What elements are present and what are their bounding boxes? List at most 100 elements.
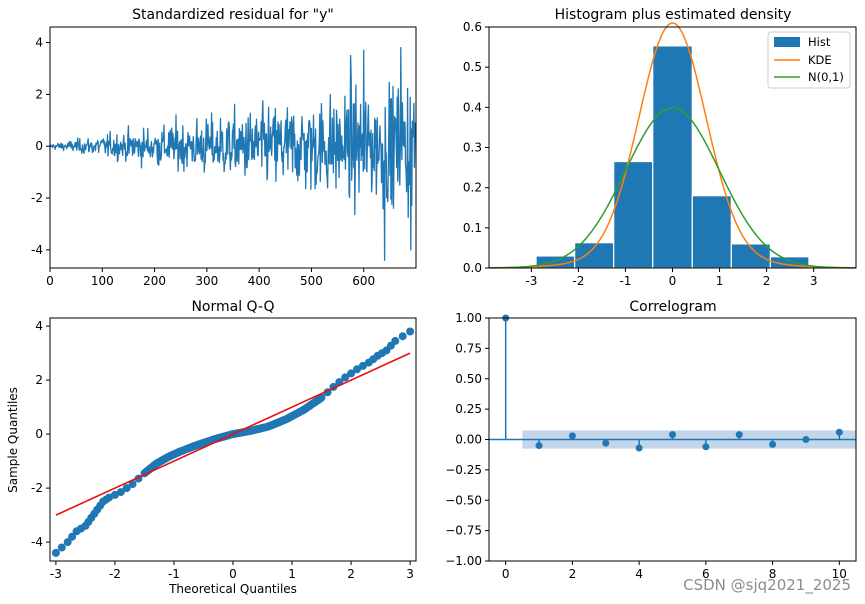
qq-panel: Normal Q-Q -3 -2 -1 0 1 2 3 -4 -2 0 2 4 Theoretica… [6, 299, 417, 596]
acf-marker [535, 442, 543, 450]
histogram-x-tick-label: 0 [669, 274, 677, 288]
residual-y-tick-label: -2 [31, 191, 43, 205]
histogram-legend: Hist KDE N(0,1) [767, 31, 851, 89]
correlogram-y-tick-label: −0.75 [445, 524, 482, 538]
qq-y-tick-label: -2 [31, 481, 43, 495]
qq-x-tick-label: -2 [109, 567, 121, 581]
histogram-bar [613, 160, 654, 269]
qq-frame [49, 317, 417, 562]
correlogram-plot-area [489, 314, 856, 452]
histogram-y-tick-label: 0.5 [463, 60, 482, 74]
qq-x-tick-label: -1 [168, 567, 180, 581]
correlogram-x-tick-label: 8 [769, 567, 777, 581]
qq-y-ticks: -4 -2 0 2 4 [31, 319, 50, 549]
correlogram-y-ticks: 1.00 0.75 0.50 0.25 0.00 −0.25 −0.50 −0.75 −1.00 [445, 311, 489, 568]
residual-x-tick-label: 500 [300, 274, 323, 288]
histogram-y-tick-label: 0.3 [463, 141, 482, 155]
residual-x-tick-label: 400 [248, 274, 271, 288]
qq-point [122, 484, 131, 493]
qq-xlabel: Theoretical Quantiles [168, 582, 297, 596]
qq-point [358, 361, 367, 370]
normal-curve [489, 107, 856, 269]
qq-x-tick-label: -3 [50, 567, 62, 581]
correlogram-x-tick-label: 2 [569, 567, 577, 581]
residual-panel: Standardized residual for "y" 0 100 200 300… [31, 7, 417, 288]
legend-hist-swatch [774, 37, 800, 47]
residual-frame [49, 26, 417, 269]
residual-x-tick-label: 200 [143, 274, 166, 288]
correlogram-title: Correlogram [629, 299, 716, 315]
acf-marker [669, 431, 676, 439]
qq-point [341, 373, 350, 382]
residual-y-tick-label: 4 [35, 36, 43, 50]
histogram-bar [652, 45, 693, 269]
qq-point [51, 548, 60, 557]
histogram-x-ticks: -3 -2 -1 0 1 2 3 [525, 268, 817, 288]
legend-normal-label: N(0,1) [808, 70, 844, 84]
acf-marker [568, 432, 576, 440]
histogram-x-tick-label: -1 [619, 274, 631, 288]
qq-point [57, 543, 66, 552]
correlogram-y-tick-label: −0.25 [445, 463, 482, 477]
qq-plot-area [51, 327, 415, 557]
correlogram-x-tick-label: 6 [702, 567, 710, 581]
residual-x-tick-label: 0 [46, 274, 54, 288]
qq-y-tick-label: 4 [35, 319, 43, 333]
correlogram-x-ticks: 0 2 4 6 8 10 [502, 561, 847, 581]
histogram-bar [691, 195, 732, 269]
qq-x-tick-label: 0 [229, 567, 237, 581]
legend-kde-label: KDE [808, 53, 832, 67]
qq-x-tick-label: 1 [288, 567, 296, 581]
qq-x-tick-label: 3 [406, 567, 414, 581]
histogram-x-tick-label: -2 [572, 274, 584, 288]
qq-reference-line [55, 352, 411, 516]
qq-point [128, 480, 137, 489]
qq-ylabel: Sample Quantiles [6, 387, 20, 493]
watermark: CSDN @sjq2021_2025 [683, 576, 851, 594]
qq-point [398, 332, 407, 341]
qq-x-ticks: -3 -2 -1 0 1 2 3 [50, 561, 414, 581]
residual-plot-area [49, 47, 417, 261]
residual-title: Standardized residual for "y" [132, 7, 334, 23]
qq-point [353, 365, 361, 374]
legend-hist-label: Hist [808, 35, 831, 49]
histogram-y-tick-label: 0.2 [463, 181, 482, 195]
acf-marker [702, 443, 710, 451]
qq-y-tick-label: 0 [35, 427, 43, 441]
histogram-plot-area [489, 22, 856, 269]
qq-point [406, 327, 415, 336]
qq-point [63, 538, 72, 547]
acf-marker [602, 439, 610, 447]
acf-marker [802, 436, 810, 443]
qq-point [391, 336, 400, 345]
histogram-y-tick-label: 0.0 [463, 261, 482, 275]
correlogram-y-tick-label: 0.25 [455, 402, 482, 416]
residual-y-ticks: -4 -2 0 2 4 [31, 36, 50, 257]
histogram-y-ticks: 0.0 0.1 0.2 0.3 0.4 0.5 0.6 [463, 20, 489, 275]
correlogram-x-tick-label: 0 [502, 567, 510, 581]
histogram-y-tick-label: 0.6 [463, 20, 482, 34]
qq-point [68, 532, 77, 541]
residual-y-tick-label: 2 [35, 87, 43, 101]
correlogram-y-tick-label: −1.00 [445, 554, 482, 568]
histogram-y-tick-label: 0.1 [463, 221, 482, 235]
qq-title: Normal Q-Q [191, 299, 274, 315]
residual-x-ticks: 0 100 200 300 400 500 600 [46, 268, 375, 288]
histogram-y-tick-label: 0.4 [463, 100, 482, 114]
acf-marker [769, 440, 777, 448]
acf-marker [835, 428, 843, 436]
acf-marker [635, 444, 643, 452]
correlogram-y-tick-label: 1.00 [455, 311, 482, 325]
qq-point [317, 393, 326, 402]
correlogram-x-tick-label: 10 [832, 567, 847, 581]
kde-curve [489, 22, 856, 269]
qq-x-tick-label: 2 [347, 567, 355, 581]
correlogram-y-tick-label: 0.50 [455, 372, 482, 386]
histogram-panel: Histogram plus estimated density -3 -2 -1 0… [463, 7, 857, 288]
correlogram-y-tick-label: 0.75 [455, 341, 482, 355]
residual-x-tick-label: 100 [91, 274, 114, 288]
qq-point [116, 488, 125, 497]
residual-x-tick-label: 600 [352, 274, 375, 288]
residual-y-tick-label: 0 [35, 139, 43, 153]
